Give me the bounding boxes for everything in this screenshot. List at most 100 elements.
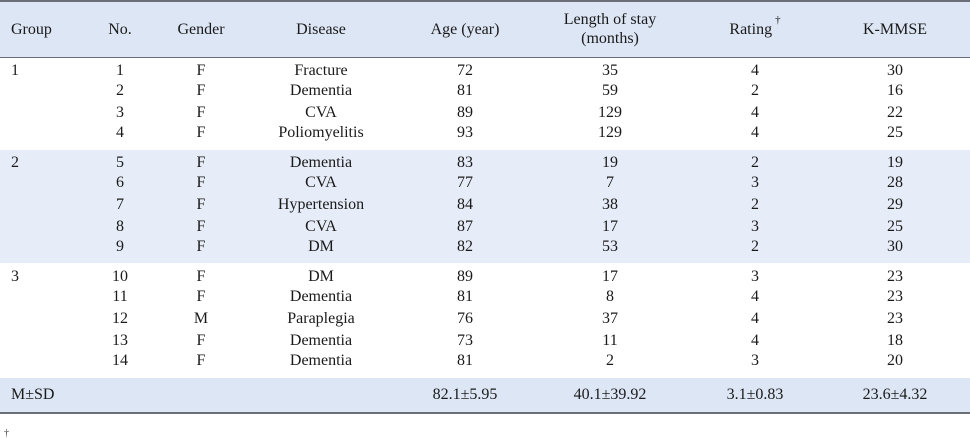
- cell-gender: F: [196, 237, 206, 255]
- cell-stay: 2: [606, 351, 614, 369]
- header-age: Age (year): [400, 0, 530, 58]
- header-rating-label: Rating: [729, 20, 773, 38]
- cell-gender: F: [196, 61, 206, 79]
- cell-disease: Dementia: [289, 331, 353, 349]
- cell-stay: 59: [602, 81, 618, 99]
- table-row: 3 F CVA 89 129 4 22: [0, 102, 970, 124]
- group-2-body: 2 5 F Dementia 83 19 2 19 6 F CVA 77 7 3…: [0, 149, 970, 263]
- cell-no: 8: [116, 217, 124, 235]
- cell-disease: CVA: [305, 173, 337, 191]
- cell-rating: 4: [751, 123, 759, 141]
- cell-stay: 53: [602, 237, 618, 255]
- table-row: 7 F Hypertension 84 38 2 29: [0, 193, 970, 216]
- group-label: 2: [11, 153, 19, 171]
- cell-gender: F: [196, 103, 206, 121]
- cell-age: 82: [457, 237, 473, 255]
- cell-rating: 2: [751, 153, 759, 171]
- cell-age: 89: [457, 267, 473, 285]
- header-no: No.: [80, 0, 160, 58]
- cell-rating: 4: [751, 309, 759, 327]
- cell-kmmse: 25: [887, 217, 903, 235]
- cell-disease: Hypertension: [277, 195, 365, 213]
- cell-age: 81: [457, 351, 473, 369]
- header-kmmse: K-MMSE: [820, 0, 970, 58]
- table-row: 2 F Dementia 81 59 2 16: [0, 80, 970, 102]
- cell-disease: CVA: [305, 217, 337, 235]
- cell-rating: 2: [751, 237, 759, 255]
- header-row: Group No. Gender Disease Age (year) Leng…: [0, 0, 970, 58]
- cell-rating: 3: [751, 267, 759, 285]
- cell-kmmse: 28: [887, 173, 903, 191]
- group-label: 3: [11, 267, 19, 285]
- cell-gender: F: [196, 173, 206, 191]
- cell-rating: 2: [751, 81, 759, 99]
- group-label: 1: [11, 61, 19, 79]
- patient-characteristics-table: Group No. Gender Disease Age (year) Leng…: [0, 0, 970, 414]
- cell-gender: F: [196, 81, 206, 99]
- cell-stay: 129: [598, 103, 622, 121]
- table-row: 11 F Dementia 81 8 4 23: [0, 286, 970, 308]
- table-row: 13 F Dementia 73 11 4 18: [0, 330, 970, 352]
- cell-disease: Paraplegia: [287, 309, 355, 327]
- cell-rating: 3: [751, 351, 759, 369]
- cell-disease: Poliomyelitis: [278, 123, 364, 141]
- cell-kmmse: 30: [887, 61, 903, 79]
- cell-age: 87: [457, 217, 473, 235]
- cell-no: 13: [112, 331, 128, 349]
- cell-disease: DM: [308, 237, 334, 255]
- cell-rating: 3: [751, 217, 759, 235]
- cell-disease: DM: [308, 267, 334, 285]
- cell-age: 93: [457, 123, 473, 141]
- cell-stay: 7: [606, 173, 614, 191]
- cell-rating: 4: [751, 61, 759, 79]
- cell-rating: 4: [751, 331, 759, 349]
- table-row: 1 1 F Fracture 72 35 4 30: [0, 57, 970, 80]
- cell-kmmse: 23: [887, 287, 903, 305]
- cell-stay: 35: [602, 61, 618, 79]
- footnote-mark: †: [4, 428, 9, 439]
- table-row: 2 5 F Dementia 83 19 2 19: [0, 149, 970, 172]
- cell-no: 10: [112, 267, 128, 285]
- cell-stay: 11: [602, 331, 618, 349]
- header-disease: Disease: [242, 0, 400, 58]
- summary-rating: 3.1±0.83: [690, 376, 820, 414]
- cell-gender: F: [196, 331, 206, 349]
- cell-kmmse: 29: [887, 195, 903, 213]
- cell-no: 9: [116, 237, 124, 255]
- cell-age: 89: [457, 103, 473, 121]
- header-group: Group: [0, 0, 80, 58]
- header-length-of-stay: Length of stay (months): [530, 0, 690, 58]
- table-row: 12 M Paraplegia 76 37 4 23: [0, 308, 970, 330]
- cell-no: 7: [116, 195, 124, 213]
- cell-rating: 3: [751, 173, 759, 191]
- cell-kmmse: 16: [887, 81, 903, 99]
- cell-no: 3: [116, 103, 124, 121]
- header-stay-line1: Length of stay: [563, 11, 657, 29]
- cell-rating: 4: [751, 103, 759, 121]
- summary-kmmse: 23.6±4.32: [820, 376, 970, 414]
- cell-kmmse: 23: [887, 267, 903, 285]
- cell-age: 76: [457, 309, 473, 327]
- cell-no: 11: [112, 287, 128, 305]
- cell-no: 2: [116, 81, 124, 99]
- header-gender: Gender: [160, 0, 242, 58]
- cell-disease: Dementia: [289, 351, 353, 369]
- cell-no: 6: [116, 173, 124, 191]
- table-row: 3 10 F DM 89 17 3 23: [0, 263, 970, 286]
- cell-stay: 17: [602, 267, 618, 285]
- table-row: 4 F Poliomyelitis 93 129 4 25: [0, 124, 970, 150]
- cell-age: 72: [457, 61, 473, 79]
- table-row: 14 F Dementia 81 2 3 20: [0, 352, 970, 378]
- cell-gender: F: [196, 217, 206, 235]
- group-3-body: 3 10 F DM 89 17 3 23 11 F Dementia 81 8 …: [0, 263, 970, 377]
- cell-rating: 2: [751, 195, 759, 213]
- cell-kmmse: 23: [887, 309, 903, 327]
- summary-row: M±SD 82.1±5.95 40.1±39.92 3.1±0.83 23.6±…: [0, 376, 970, 414]
- summary-stay: 40.1±39.92: [530, 376, 690, 414]
- cell-no: 14: [112, 351, 128, 369]
- cell-stay: 38: [602, 195, 618, 213]
- cell-kmmse: 30: [887, 237, 903, 255]
- cell-no: 12: [112, 309, 128, 327]
- rating-dagger-mark: †: [775, 14, 781, 27]
- group-1-body: 1 1 F Fracture 72 35 4 30 2 F Dementia 8…: [0, 57, 970, 149]
